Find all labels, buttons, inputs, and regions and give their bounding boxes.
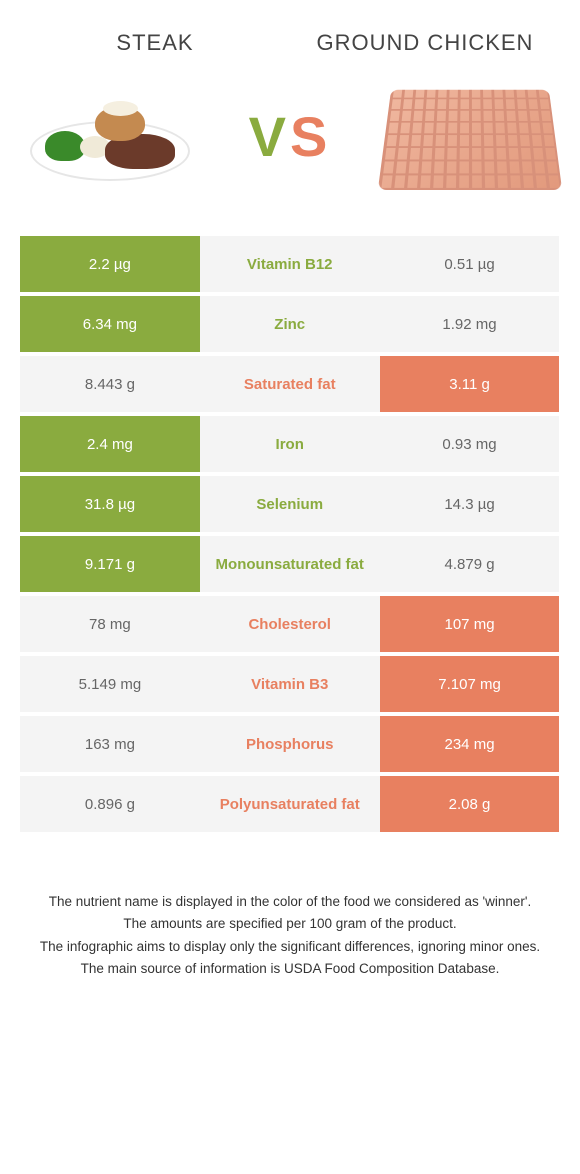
left-food-title: Steak (20, 30, 290, 56)
images-row: VS (20, 76, 560, 196)
header-row: Steak Ground chicken (20, 30, 560, 56)
nutrient-name-cell: Vitamin B12 (200, 236, 380, 292)
right-value-cell: 0.51 µg (380, 236, 560, 292)
note-line: The infographic aims to display only the… (30, 937, 550, 957)
nutrient-name-cell: Phosphorus (200, 716, 380, 772)
vs-s: S (290, 105, 331, 168)
note-line: The amounts are specified per 100 gram o… (30, 914, 550, 934)
nutrient-name-cell: Vitamin B3 (200, 656, 380, 712)
ground-chicken-image (380, 76, 560, 196)
table-row: 78 mgCholesterol107 mg (20, 596, 560, 652)
table-row: 0.896 gPolyunsaturated fat2.08 g (20, 776, 560, 832)
table-row: 31.8 µgSelenium14.3 µg (20, 476, 560, 532)
left-value-cell: 5.149 mg (20, 656, 200, 712)
left-value-cell: 0.896 g (20, 776, 200, 832)
right-value-cell: 234 mg (380, 716, 560, 772)
right-value-cell: 0.93 mg (380, 416, 560, 472)
left-value-cell: 163 mg (20, 716, 200, 772)
left-value-cell: 8.443 g (20, 356, 200, 412)
table-row: 6.34 mgZinc1.92 mg (20, 296, 560, 352)
right-value-cell: 7.107 mg (380, 656, 560, 712)
table-row: 2.2 µgVitamin B120.51 µg (20, 236, 560, 292)
left-value-cell: 2.4 mg (20, 416, 200, 472)
left-value-cell: 31.8 µg (20, 476, 200, 532)
right-value-cell: 1.92 mg (380, 296, 560, 352)
left-value-cell: 78 mg (20, 596, 200, 652)
left-value-cell: 9.171 g (20, 536, 200, 592)
vs-v: V (249, 105, 290, 168)
right-value-cell: 3.11 g (380, 356, 560, 412)
nutrient-name-cell: Polyunsaturated fat (200, 776, 380, 832)
left-value-cell: 2.2 µg (20, 236, 200, 292)
right-value-cell: 14.3 µg (380, 476, 560, 532)
infographic-container: Steak Ground chicken VS 2.2 µgVitamin B1… (0, 0, 580, 1011)
table-row: 5.149 mgVitamin B37.107 mg (20, 656, 560, 712)
right-value-cell: 4.879 g (380, 536, 560, 592)
table-row: 163 mgPhosphorus234 mg (20, 716, 560, 772)
nutrient-name-cell: Cholesterol (200, 596, 380, 652)
nutrient-name-cell: Monounsaturated fat (200, 536, 380, 592)
nutrient-name-cell: Selenium (200, 476, 380, 532)
notes: The nutrient name is displayed in the co… (20, 892, 560, 979)
nutrient-name-cell: Saturated fat (200, 356, 380, 412)
note-line: The main source of information is USDA F… (30, 959, 550, 979)
nutrient-table: 2.2 µgVitamin B120.51 µg6.34 mgZinc1.92 … (20, 236, 560, 832)
right-value-cell: 107 mg (380, 596, 560, 652)
note-line: The nutrient name is displayed in the co… (30, 892, 550, 912)
nutrient-name-cell: Iron (200, 416, 380, 472)
table-row: 8.443 gSaturated fat3.11 g (20, 356, 560, 412)
table-row: 2.4 mgIron0.93 mg (20, 416, 560, 472)
right-food-title: Ground chicken (290, 30, 560, 56)
right-value-cell: 2.08 g (380, 776, 560, 832)
vs-label: VS (249, 104, 332, 169)
nutrient-name-cell: Zinc (200, 296, 380, 352)
steak-image (20, 76, 200, 196)
table-row: 9.171 gMonounsaturated fat4.879 g (20, 536, 560, 592)
left-value-cell: 6.34 mg (20, 296, 200, 352)
